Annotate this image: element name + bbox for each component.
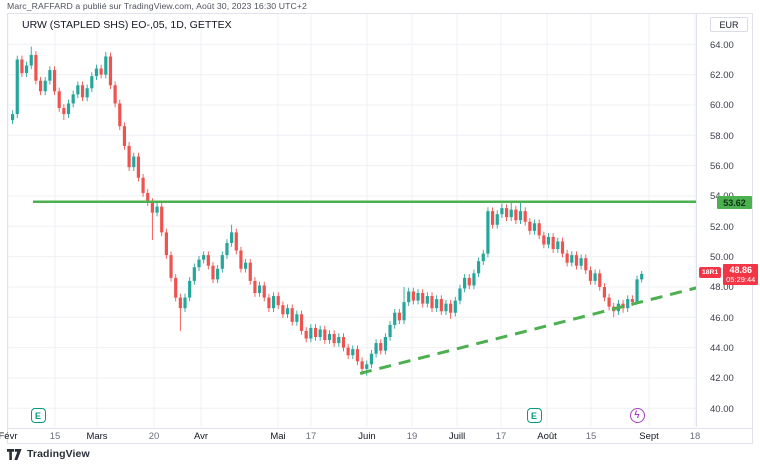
time-axis[interactable]: Févr 15 Mars 20 Avr Mai 17 Juin 19 Juill 17 Août 15 S…	[0, 428, 752, 443]
time-tick: 19	[406, 431, 418, 442]
price-tick: 64.00	[710, 39, 734, 51]
time-tick: Août	[537, 431, 557, 442]
tradingview-logo-icon[interactable]	[7, 448, 22, 460]
brand-name[interactable]: TradingView	[27, 448, 90, 460]
price-tick: 50.00	[710, 252, 734, 264]
price-tick: 44.00	[710, 343, 734, 355]
footer: TradingView	[7, 448, 90, 460]
time-tick: Avr	[193, 431, 209, 442]
time-tick: 20	[148, 431, 160, 442]
last-price-box: 48.86 05:29:44	[723, 263, 759, 285]
earnings-icon[interactable]: E	[526, 408, 542, 423]
price-tick: 56.00	[710, 161, 734, 173]
currency-badge[interactable]: EUR	[710, 17, 748, 32]
time-tick: 15	[585, 431, 597, 442]
time-tick: 17	[305, 431, 317, 442]
price-tick: 60.00	[710, 100, 734, 112]
flash-event-icon[interactable]: ϟ	[629, 408, 645, 423]
price-tick: 42.00	[710, 373, 734, 385]
byline: Marc_RAFFARD a publié sur TradingView.co…	[7, 1, 307, 11]
time-tick: Juill	[448, 431, 466, 442]
price-axis[interactable]: EUR 64.0062.0060.0058.0056.0054.0052.005…	[698, 14, 759, 427]
price-tick: 62.00	[710, 70, 734, 82]
earnings-icon[interactable]: E	[30, 408, 46, 423]
last-price-value: 48.86	[729, 264, 753, 275]
time-tick: Mars	[86, 431, 108, 442]
price-tick: 48.00	[710, 282, 734, 294]
symbol-title: URW (STAPLED SHS) EO-,05, 1D, GETTEX	[22, 19, 232, 31]
time-tick: 18	[689, 431, 701, 442]
price-tick: 46.00	[710, 312, 734, 324]
candlestick-chart	[8, 14, 696, 427]
time-tick: Sept	[639, 431, 659, 442]
price-tick: 40.00	[710, 403, 734, 415]
hline-price-label: 53.62	[717, 196, 752, 210]
time-tick: Juin	[358, 431, 376, 442]
time-tick: 17	[495, 431, 507, 442]
time-tick: 15	[49, 431, 61, 442]
price-tick: 58.00	[710, 130, 734, 142]
bar-countdown: 05:29:44	[726, 274, 756, 284]
time-tick: Févr	[0, 431, 18, 442]
last-price-tag: 18R1	[699, 266, 722, 278]
last-price-label: 18R1 48.86 05:29:44	[699, 263, 759, 285]
time-tick: Mai	[270, 431, 286, 442]
price-tick: 52.00	[710, 221, 734, 233]
